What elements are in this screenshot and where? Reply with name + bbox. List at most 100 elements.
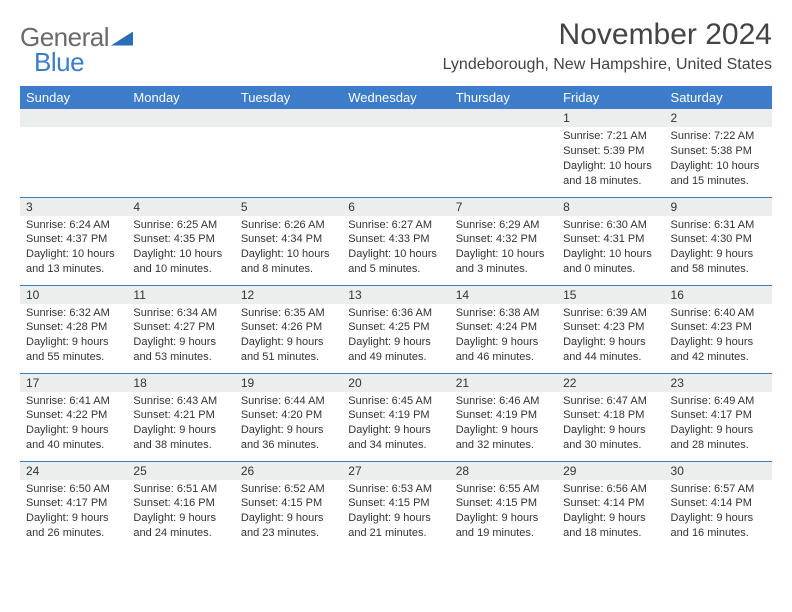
calendar-day-cell: 29Sunrise: 6:56 AMSunset: 4:14 PMDayligh… <box>557 461 664 549</box>
sunrise-text: Sunrise: 6:30 AM <box>563 218 658 233</box>
sunrise-text: Sunrise: 6:31 AM <box>671 218 766 233</box>
daylight-text: Daylight: 10 hours and 13 minutes. <box>26 247 121 277</box>
calendar-table: SundayMondayTuesdayWednesdayThursdayFrid… <box>20 86 772 549</box>
calendar-day-cell <box>450 109 557 197</box>
calendar-body: 1Sunrise: 7:21 AMSunset: 5:39 PMDaylight… <box>20 109 772 549</box>
sunset-text: Sunset: 4:14 PM <box>671 496 766 511</box>
calendar-day-cell <box>342 109 449 197</box>
sunset-text: Sunset: 4:27 PM <box>133 320 228 335</box>
daylight-text: Daylight: 9 hours and 34 minutes. <box>348 423 443 453</box>
sunset-text: Sunset: 4:30 PM <box>671 232 766 247</box>
sunset-text: Sunset: 4:34 PM <box>241 232 336 247</box>
calendar-week-row: 17Sunrise: 6:41 AMSunset: 4:22 PMDayligh… <box>20 373 772 461</box>
sunrise-text: Sunrise: 6:55 AM <box>456 482 551 497</box>
sunset-text: Sunset: 4:15 PM <box>241 496 336 511</box>
sunset-text: Sunset: 4:23 PM <box>563 320 658 335</box>
weekday-header: Wednesday <box>342 86 449 109</box>
daylight-text: Daylight: 9 hours and 16 minutes. <box>671 511 766 541</box>
sunrise-text: Sunrise: 6:40 AM <box>671 306 766 321</box>
day-data: Sunrise: 6:53 AMSunset: 4:15 PMDaylight:… <box>342 480 449 545</box>
sunset-text: Sunset: 5:39 PM <box>563 144 658 159</box>
month-title: November 2024 <box>443 18 772 52</box>
daylight-text: Daylight: 9 hours and 38 minutes. <box>133 423 228 453</box>
sunrise-text: Sunrise: 6:50 AM <box>26 482 121 497</box>
day-data: Sunrise: 7:22 AMSunset: 5:38 PMDaylight:… <box>665 127 772 192</box>
calendar-day-cell: 2Sunrise: 7:22 AMSunset: 5:38 PMDaylight… <box>665 109 772 197</box>
day-data: Sunrise: 6:27 AMSunset: 4:33 PMDaylight:… <box>342 216 449 281</box>
calendar-day-cell: 10Sunrise: 6:32 AMSunset: 4:28 PMDayligh… <box>20 285 127 373</box>
sunrise-text: Sunrise: 6:27 AM <box>348 218 443 233</box>
weekday-header: Monday <box>127 86 234 109</box>
calendar-day-cell: 5Sunrise: 6:26 AMSunset: 4:34 PMDaylight… <box>235 197 342 285</box>
day-number: 18 <box>127 374 234 392</box>
sunset-text: Sunset: 5:38 PM <box>671 144 766 159</box>
calendar-day-cell: 19Sunrise: 6:44 AMSunset: 4:20 PMDayligh… <box>235 373 342 461</box>
sunset-text: Sunset: 4:17 PM <box>26 496 121 511</box>
sunrise-text: Sunrise: 6:51 AM <box>133 482 228 497</box>
daylight-text: Daylight: 9 hours and 44 minutes. <box>563 335 658 365</box>
sunset-text: Sunset: 4:15 PM <box>348 496 443 511</box>
day-data: Sunrise: 6:26 AMSunset: 4:34 PMDaylight:… <box>235 216 342 281</box>
sunrise-text: Sunrise: 7:22 AM <box>671 129 766 144</box>
day-number: 14 <box>450 286 557 304</box>
sunrise-text: Sunrise: 6:24 AM <box>26 218 121 233</box>
day-number: 23 <box>665 374 772 392</box>
daylight-text: Daylight: 9 hours and 49 minutes. <box>348 335 443 365</box>
day-number <box>235 109 342 127</box>
calendar-day-cell: 8Sunrise: 6:30 AMSunset: 4:31 PMDaylight… <box>557 197 664 285</box>
calendar-day-cell: 25Sunrise: 6:51 AMSunset: 4:16 PMDayligh… <box>127 461 234 549</box>
day-data: Sunrise: 6:45 AMSunset: 4:19 PMDaylight:… <box>342 392 449 457</box>
sunrise-text: Sunrise: 6:34 AM <box>133 306 228 321</box>
day-number: 25 <box>127 462 234 480</box>
daylight-text: Daylight: 9 hours and 55 minutes. <box>26 335 121 365</box>
day-data: Sunrise: 6:56 AMSunset: 4:14 PMDaylight:… <box>557 480 664 545</box>
sunrise-text: Sunrise: 6:43 AM <box>133 394 228 409</box>
sunset-text: Sunset: 4:24 PM <box>456 320 551 335</box>
calendar-day-cell: 24Sunrise: 6:50 AMSunset: 4:17 PMDayligh… <box>20 461 127 549</box>
day-data: Sunrise: 6:29 AMSunset: 4:32 PMDaylight:… <box>450 216 557 281</box>
daylight-text: Daylight: 9 hours and 28 minutes. <box>671 423 766 453</box>
calendar-day-cell: 18Sunrise: 6:43 AMSunset: 4:21 PMDayligh… <box>127 373 234 461</box>
sunrise-text: Sunrise: 7:21 AM <box>563 129 658 144</box>
daylight-text: Daylight: 9 hours and 58 minutes. <box>671 247 766 277</box>
calendar-week-row: 10Sunrise: 6:32 AMSunset: 4:28 PMDayligh… <box>20 285 772 373</box>
daylight-text: Daylight: 10 hours and 5 minutes. <box>348 247 443 277</box>
calendar-day-cell: 26Sunrise: 6:52 AMSunset: 4:15 PMDayligh… <box>235 461 342 549</box>
day-data: Sunrise: 6:50 AMSunset: 4:17 PMDaylight:… <box>20 480 127 545</box>
day-number: 30 <box>665 462 772 480</box>
daylight-text: Daylight: 10 hours and 18 minutes. <box>563 159 658 189</box>
sunset-text: Sunset: 4:16 PM <box>133 496 228 511</box>
calendar-day-cell: 27Sunrise: 6:53 AMSunset: 4:15 PMDayligh… <box>342 461 449 549</box>
sunrise-text: Sunrise: 6:52 AM <box>241 482 336 497</box>
calendar-day-cell: 15Sunrise: 6:39 AMSunset: 4:23 PMDayligh… <box>557 285 664 373</box>
day-data: Sunrise: 6:32 AMSunset: 4:28 PMDaylight:… <box>20 304 127 369</box>
sunset-text: Sunset: 4:18 PM <box>563 408 658 423</box>
sunset-text: Sunset: 4:20 PM <box>241 408 336 423</box>
calendar-day-cell: 30Sunrise: 6:57 AMSunset: 4:14 PMDayligh… <box>665 461 772 549</box>
sunrise-text: Sunrise: 6:44 AM <box>241 394 336 409</box>
day-data: Sunrise: 6:55 AMSunset: 4:15 PMDaylight:… <box>450 480 557 545</box>
day-data: Sunrise: 6:47 AMSunset: 4:18 PMDaylight:… <box>557 392 664 457</box>
day-data: Sunrise: 6:41 AMSunset: 4:22 PMDaylight:… <box>20 392 127 457</box>
day-data: Sunrise: 6:36 AMSunset: 4:25 PMDaylight:… <box>342 304 449 369</box>
day-data: Sunrise: 6:57 AMSunset: 4:14 PMDaylight:… <box>665 480 772 545</box>
sunset-text: Sunset: 4:33 PM <box>348 232 443 247</box>
day-data: Sunrise: 6:39 AMSunset: 4:23 PMDaylight:… <box>557 304 664 369</box>
weekday-header: Thursday <box>450 86 557 109</box>
calendar-day-cell: 1Sunrise: 7:21 AMSunset: 5:39 PMDaylight… <box>557 109 664 197</box>
day-number: 22 <box>557 374 664 392</box>
day-number: 4 <box>127 198 234 216</box>
day-data: Sunrise: 6:25 AMSunset: 4:35 PMDaylight:… <box>127 216 234 281</box>
calendar-day-cell: 7Sunrise: 6:29 AMSunset: 4:32 PMDaylight… <box>450 197 557 285</box>
header: General Blue November 2024 Lyndeborough,… <box>20 18 772 78</box>
day-number: 26 <box>235 462 342 480</box>
weekday-header: Friday <box>557 86 664 109</box>
logo-triangle-icon <box>111 32 133 46</box>
sunrise-text: Sunrise: 6:49 AM <box>671 394 766 409</box>
day-data: Sunrise: 6:34 AMSunset: 4:27 PMDaylight:… <box>127 304 234 369</box>
sunrise-text: Sunrise: 6:46 AM <box>456 394 551 409</box>
sunrise-text: Sunrise: 6:56 AM <box>563 482 658 497</box>
daylight-text: Daylight: 10 hours and 8 minutes. <box>241 247 336 277</box>
day-data: Sunrise: 6:35 AMSunset: 4:26 PMDaylight:… <box>235 304 342 369</box>
location: Lyndeborough, New Hampshire, United Stat… <box>443 56 772 74</box>
